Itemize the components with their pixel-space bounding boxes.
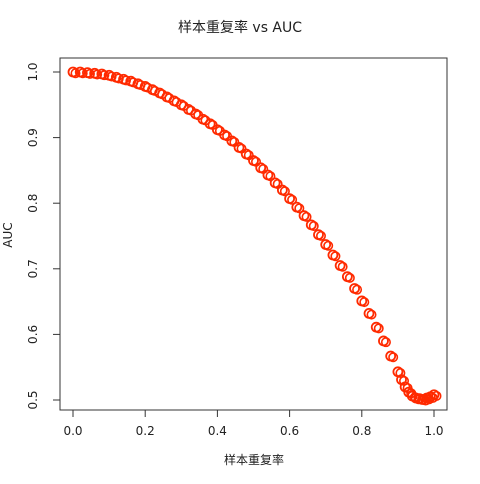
data-point-s0-p31-dense (294, 203, 305, 214)
data-point-s0-p34-dense (315, 230, 326, 241)
y-axis-label: AUC (1, 222, 15, 247)
data-point-s0-p4-dense (99, 70, 110, 81)
data-point-s0-p41-dense (366, 309, 377, 320)
data-point-s0-p55-dense (431, 390, 442, 401)
data-point-s0-p1-dense (77, 68, 88, 79)
data-point-s0-p36-dense (330, 251, 341, 262)
data-point-s0-p42-dense (373, 323, 384, 334)
y-tick-label: 0.8 (26, 194, 40, 213)
data-point-s0-p44-dense (388, 352, 399, 363)
points-layer (67, 66, 442, 406)
data-point-s0-p38-dense (344, 272, 355, 283)
x-tick-label: 1.0 (424, 424, 443, 438)
data-point-s0-p30-dense (287, 194, 298, 205)
y-tick-label: 0.9 (26, 128, 40, 147)
data-point-s0-p0-dense (70, 68, 81, 79)
data-point-s0-p2-dense (84, 68, 95, 79)
x-tick-label: 0.6 (280, 424, 299, 438)
data-point-s0-p32-dense (301, 211, 312, 222)
data-point-s0-p43-dense (380, 337, 391, 348)
y-tick-label: 0.6 (26, 325, 40, 344)
y-tick-label: 1.0 (26, 62, 40, 81)
data-point-s0-p33-dense (308, 221, 319, 232)
data-point-s0-p3-dense (92, 69, 103, 80)
data-point-s0-p40-dense (359, 297, 370, 308)
data-point-s0-p29-dense (279, 186, 290, 197)
y-tick-label: 0.7 (26, 259, 40, 278)
x-tick-label: 0.0 (63, 424, 82, 438)
data-point-s0-p37-dense (337, 261, 348, 272)
text-layer: 0.0 0.2 0.4 0.6 0.8 1.0 0.5 0.6 0.7 0.8 0.9 1.0 样本重复… (1, 19, 444, 467)
chart-title: 样本重复率 vs AUC (178, 19, 302, 36)
data-point-s0-p45-dense (395, 367, 406, 378)
axis-layer (53, 71, 435, 417)
data-point-s0-p35-dense (323, 240, 334, 251)
plot-frame (59, 57, 448, 411)
x-tick-label: 0.2 (136, 424, 155, 438)
y-tick-label: 0.5 (26, 390, 40, 409)
plot-layer (59, 57, 448, 411)
x-tick-label: 0.8 (352, 424, 371, 438)
x-axis-label: 样本重复率 (224, 452, 284, 467)
x-tick-label: 0.4 (208, 424, 227, 438)
data-point-s0-p39-dense (352, 284, 363, 295)
